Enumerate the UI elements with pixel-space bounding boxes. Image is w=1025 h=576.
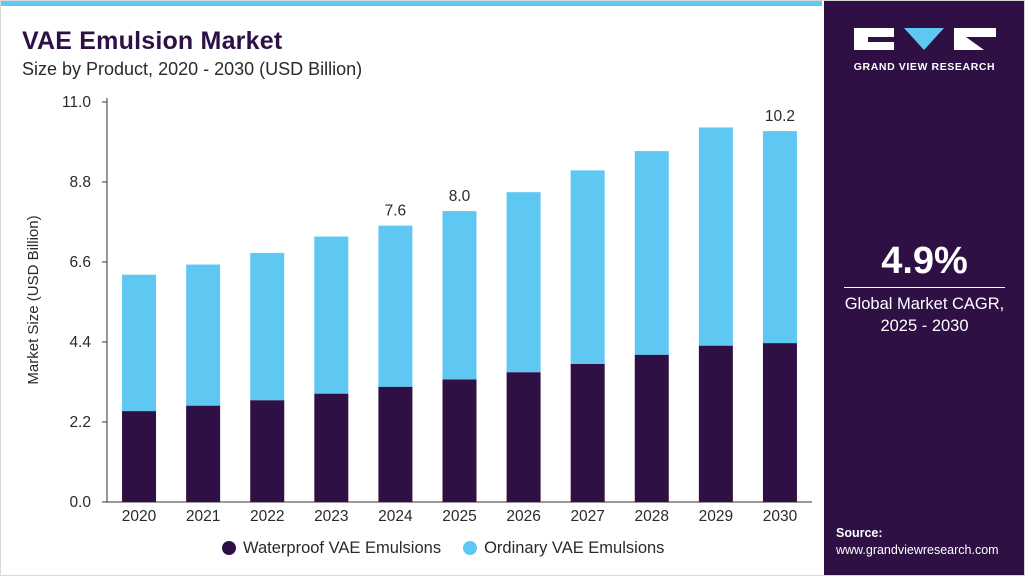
y-axis-title: Market Size (USD Billion) (25, 215, 42, 384)
side-panel: GRAND VIEW RESEARCH 4.9% Global Market C… (824, 0, 1025, 576)
y-tick-label: 8.8 (69, 174, 91, 191)
legend-label: Waterproof VAE Emulsions (243, 538, 442, 557)
bar-ordinary-2029 (698, 127, 733, 346)
x-tick-label: 2026 (506, 508, 540, 525)
y-tick-label: 0.0 (69, 494, 91, 511)
legend-label: Ordinary VAE Emulsions (484, 538, 665, 557)
bar-waterproof-2028 (634, 354, 669, 502)
bar-ordinary-2022 (250, 252, 285, 401)
source-label: Source: (836, 526, 883, 540)
chart-title: VAE Emulsion Market (22, 27, 283, 55)
bar-waterproof-2022 (250, 400, 285, 502)
x-tick-label: 2022 (250, 508, 284, 525)
source-link[interactable]: www.grandviewresearch.com (836, 543, 999, 557)
x-tick-label: 2020 (122, 508, 157, 525)
x-tick-label: 2021 (186, 508, 220, 525)
brand-name: GRAND VIEW RESEARCH (853, 61, 996, 73)
chart-subtitle: Size by Product, 2020 - 2030 (USD Billio… (22, 59, 363, 79)
x-tick-label: 2023 (314, 508, 348, 525)
y-tick-label: 11.0 (62, 94, 91, 111)
bar-ordinary-2021 (186, 264, 221, 406)
bar-ordinary-2024 (378, 225, 413, 387)
grand-view-research-logo (854, 28, 996, 50)
x-tick-label: 2027 (570, 508, 604, 525)
cagr-divider (844, 287, 1005, 288)
legend-item-ordinary: Ordinary VAE Emulsions (463, 539, 664, 558)
bar-ordinary-2025 (442, 211, 477, 380)
bar-waterproof-2025 (442, 379, 477, 502)
bar-total-label: 10.2 (765, 108, 795, 125)
x-tick-label: 2029 (699, 508, 733, 525)
bar-ordinary-2026 (506, 192, 541, 373)
bar-ordinary-2027 (570, 170, 605, 364)
bar-ordinary-2028 (634, 151, 669, 355)
bar-waterproof-2024 (378, 386, 413, 502)
chart-legend: Waterproof VAE Emulsions Ordinary VAE Emu… (222, 538, 686, 558)
bar-waterproof-2030 (762, 343, 797, 502)
bar-total-label: 8.0 (449, 188, 471, 205)
y-tick-label: 2.2 (69, 414, 91, 431)
x-tick-label: 2030 (763, 508, 798, 525)
cagr-label-line2: 2025 - 2030 (880, 317, 969, 335)
top-accent-bar (0, 0, 822, 6)
x-tick-label: 2024 (378, 508, 413, 525)
bar-ordinary-2020 (122, 274, 157, 412)
bar-waterproof-2029 (698, 345, 733, 502)
bar-waterproof-2027 (570, 363, 605, 502)
bar-waterproof-2020 (122, 411, 157, 502)
legend-swatch (222, 541, 236, 555)
bar-waterproof-2026 (506, 372, 541, 502)
x-tick-label: 2028 (635, 508, 669, 525)
bar-ordinary-2030 (762, 131, 797, 344)
legend-swatch (463, 541, 478, 555)
legend-item-waterproof: Waterproof VAE Emulsions (222, 539, 441, 558)
cagr-value: 4.9% (881, 240, 968, 282)
cagr-label: Global Market CAGR, 2025 - 2030 (824, 293, 1025, 337)
bar-ordinary-2023 (314, 236, 349, 394)
bar-waterproof-2023 (314, 393, 349, 502)
y-tick-label: 6.6 (69, 254, 91, 271)
y-tick-label: 4.4 (69, 334, 91, 351)
bar-chart: 0.0 2.2 4.4 6.6 8.8 11.0 Market Size (USD Bill… (25, 94, 812, 525)
cagr-label-line1: Global Market CAGR, (844, 295, 1005, 313)
bar-waterproof-2021 (186, 405, 221, 502)
x-tick-label: 2025 (442, 508, 476, 525)
bar-total-label: 7.6 (385, 203, 407, 220)
